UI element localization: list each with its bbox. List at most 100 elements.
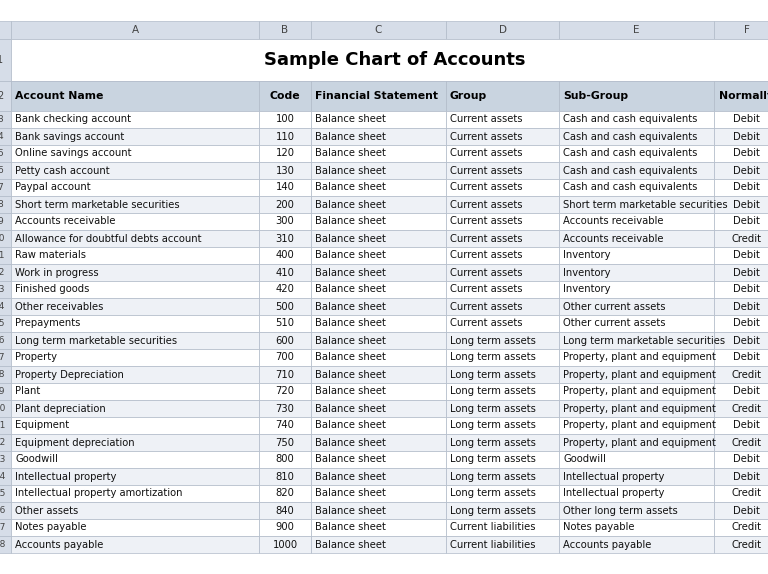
Text: Accounts payable: Accounts payable [15,540,104,549]
Bar [11,451,259,468]
Bar [559,179,714,196]
Text: Current assets: Current assets [450,285,522,294]
Bar [714,434,768,451]
Bar [0,196,11,213]
Bar [0,536,11,553]
Bar [714,519,768,536]
Bar [311,145,446,162]
Text: Inventory: Inventory [563,250,611,261]
Bar [0,349,11,366]
Text: 750: 750 [276,437,294,448]
Text: 420: 420 [276,285,294,294]
Text: 200: 200 [276,200,294,210]
Text: 110: 110 [276,131,294,142]
Bar [259,349,311,366]
Bar [559,21,714,39]
Bar [259,128,311,145]
Text: Credit: Credit [731,488,762,498]
Text: Balance sheet: Balance sheet [315,352,386,363]
Bar [11,81,259,111]
Text: 140: 140 [276,183,294,192]
Bar [311,366,446,383]
Bar [311,230,446,247]
Bar [714,315,768,332]
Bar [259,468,311,485]
Text: Balance sheet: Balance sheet [315,250,386,261]
Text: Notes payable: Notes payable [15,522,87,533]
Bar [0,111,11,128]
Bar [11,196,259,213]
Text: Long term marketable securities: Long term marketable securities [15,335,177,346]
Bar [259,502,311,519]
Bar [259,162,311,179]
Text: 600: 600 [276,335,294,346]
Text: Accounts receivable: Accounts receivable [15,216,115,227]
Bar [559,451,714,468]
Text: Debit: Debit [733,131,760,142]
Bar [311,179,446,196]
Text: Long term assets: Long term assets [450,421,536,430]
Bar [311,111,446,128]
Bar [446,451,559,468]
Text: 410: 410 [276,267,294,277]
Text: Credit: Credit [731,234,762,243]
Text: Balance sheet: Balance sheet [315,301,386,312]
Bar [0,230,11,247]
Text: 24: 24 [0,472,5,481]
Text: Bank checking account: Bank checking account [15,114,131,125]
Text: Short term marketable securities: Short term marketable securities [15,200,180,210]
Text: Property: Property [15,352,57,363]
Bar [311,315,446,332]
Bar [559,298,714,315]
Bar [11,230,259,247]
Text: Debit: Debit [733,250,760,261]
Text: 5: 5 [0,149,3,158]
Text: Credit: Credit [731,370,762,379]
Bar [311,162,446,179]
Bar [714,111,768,128]
Bar [259,111,311,128]
Bar [311,485,446,502]
Text: Account Name: Account Name [15,91,104,101]
Bar [259,434,311,451]
Bar [311,536,446,553]
Bar [11,281,259,298]
Text: Current assets: Current assets [450,200,522,210]
Bar [446,298,559,315]
Text: Credit: Credit [731,540,762,549]
Text: Debit: Debit [733,149,760,158]
Text: Current assets: Current assets [450,301,522,312]
Text: Long term assets: Long term assets [450,404,536,413]
Bar [259,264,311,281]
Text: Debit: Debit [733,267,760,277]
Text: Other current assets: Other current assets [563,319,666,328]
Text: Debit: Debit [733,386,760,397]
Bar [0,485,11,502]
Text: Debit: Debit [733,421,760,430]
Text: Balance sheet: Balance sheet [315,131,386,142]
Text: Current assets: Current assets [450,149,522,158]
Bar [11,468,259,485]
Bar [714,21,768,39]
Bar [446,417,559,434]
Bar [559,349,714,366]
Text: Credit: Credit [731,522,762,533]
Bar [559,434,714,451]
Text: Prepayments: Prepayments [15,319,81,328]
Bar [446,536,559,553]
Bar [11,349,259,366]
Bar [11,434,259,451]
Text: Balance sheet: Balance sheet [315,471,386,482]
Bar [311,502,446,519]
Text: Group: Group [450,91,487,101]
Bar [259,213,311,230]
Text: Debit: Debit [733,471,760,482]
Text: 300: 300 [276,216,294,227]
Text: Short term marketable securities: Short term marketable securities [563,200,727,210]
Bar [11,417,259,434]
Text: Financial Statement: Financial Statement [315,91,438,101]
Text: Property, plant and equipment: Property, plant and equipment [563,352,716,363]
Bar [11,298,259,315]
Text: 12: 12 [0,268,5,277]
Bar [11,264,259,281]
